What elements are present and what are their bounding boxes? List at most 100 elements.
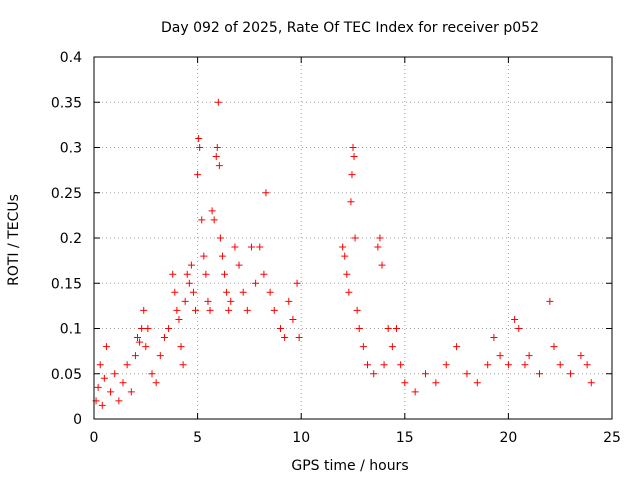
- data-point: [496, 352, 504, 360]
- data-point: [380, 361, 388, 369]
- data-point: [235, 261, 243, 269]
- data-point: [393, 325, 401, 332]
- data-point: [266, 288, 274, 296]
- data-point: [384, 325, 392, 332]
- data-point: [484, 361, 492, 369]
- data-point: [183, 270, 191, 278]
- data-point: [102, 343, 110, 351]
- data-point: [364, 361, 372, 369]
- data-point: [256, 243, 264, 251]
- data-point: [262, 189, 270, 197]
- data-point: [276, 325, 284, 332]
- y-tick-label: 0.05: [51, 367, 82, 383]
- data-point: [432, 379, 440, 387]
- data-point: [463, 370, 471, 378]
- data-point: [196, 144, 204, 151]
- data-point: [525, 352, 533, 360]
- y-tick-label: 0.25: [51, 186, 82, 202]
- data-point: [123, 361, 131, 369]
- data-point: [192, 306, 200, 314]
- data-point: [173, 306, 181, 314]
- x-tick-label: 25: [603, 430, 621, 446]
- data-point: [115, 397, 123, 405]
- data-point: [213, 144, 221, 151]
- data-point: [221, 270, 229, 278]
- data-point: [218, 252, 226, 260]
- data-point: [577, 352, 585, 360]
- data-point: [127, 388, 135, 396]
- y-tick-label: 0.15: [51, 276, 82, 292]
- data-point: [200, 252, 208, 260]
- x-axis-title: GPS time / hours: [291, 458, 408, 474]
- data-point: [165, 325, 173, 332]
- data-point: [370, 370, 378, 378]
- x-tick-label: 5: [193, 430, 202, 446]
- data-points: [92, 98, 595, 409]
- data-point: [138, 325, 146, 332]
- data-point: [243, 306, 251, 314]
- data-point: [195, 134, 203, 142]
- x-tick-label: 15: [396, 430, 414, 446]
- data-point: [583, 361, 591, 369]
- data-point: [535, 370, 543, 378]
- data-point: [194, 171, 202, 179]
- data-point: [350, 153, 358, 161]
- data-point: [490, 334, 498, 342]
- data-point: [187, 261, 195, 269]
- x-tick-label: 10: [292, 430, 310, 446]
- data-point: [453, 343, 461, 351]
- data-point: [202, 270, 210, 278]
- data-point: [148, 370, 156, 378]
- data-point: [293, 279, 301, 287]
- data-point: [160, 334, 168, 342]
- data-point: [181, 297, 189, 305]
- data-point: [289, 315, 297, 323]
- data-point: [521, 361, 529, 369]
- data-point: [119, 379, 127, 387]
- data-point: [343, 270, 351, 278]
- data-point: [550, 343, 558, 351]
- data-point: [198, 216, 206, 224]
- y-tick-label: 0.1: [60, 322, 82, 338]
- y-axis-title: ROTI / TECUs: [6, 194, 22, 286]
- data-point: [295, 334, 303, 342]
- data-point: [247, 243, 255, 251]
- data-point: [225, 306, 233, 314]
- data-point: [359, 343, 367, 351]
- data-point: [216, 234, 224, 242]
- data-point: [556, 361, 564, 369]
- data-point: [442, 361, 450, 369]
- data-point: [546, 297, 554, 305]
- data-point: [144, 325, 152, 332]
- data-point: [206, 306, 214, 314]
- data-point: [171, 288, 179, 296]
- data-point: [214, 98, 222, 106]
- data-point: [401, 379, 409, 387]
- data-point: [281, 334, 289, 342]
- data-point: [140, 306, 148, 314]
- chart-title: Day 092 of 2025, Rate Of TEC Index for r…: [161, 20, 539, 36]
- data-point: [96, 361, 104, 369]
- data-point: [227, 297, 235, 305]
- data-point: [515, 325, 523, 332]
- data-point: [339, 243, 347, 251]
- data-point: [204, 297, 212, 305]
- data-point: [388, 343, 396, 351]
- data-point: [179, 361, 187, 369]
- data-point: [285, 297, 293, 305]
- data-point: [567, 370, 575, 378]
- data-point: [94, 383, 102, 391]
- data-point: [111, 370, 119, 378]
- data-point: [349, 144, 357, 151]
- data-point: [347, 198, 355, 206]
- data-point: [231, 243, 239, 251]
- data-point: [223, 288, 231, 296]
- data-point: [208, 207, 216, 215]
- y-tick-label: 0: [73, 412, 82, 428]
- y-tick-label: 0.4: [60, 50, 82, 66]
- x-tick-label: 20: [499, 430, 517, 446]
- data-point: [473, 379, 481, 387]
- data-point: [378, 261, 386, 269]
- data-point: [175, 315, 183, 323]
